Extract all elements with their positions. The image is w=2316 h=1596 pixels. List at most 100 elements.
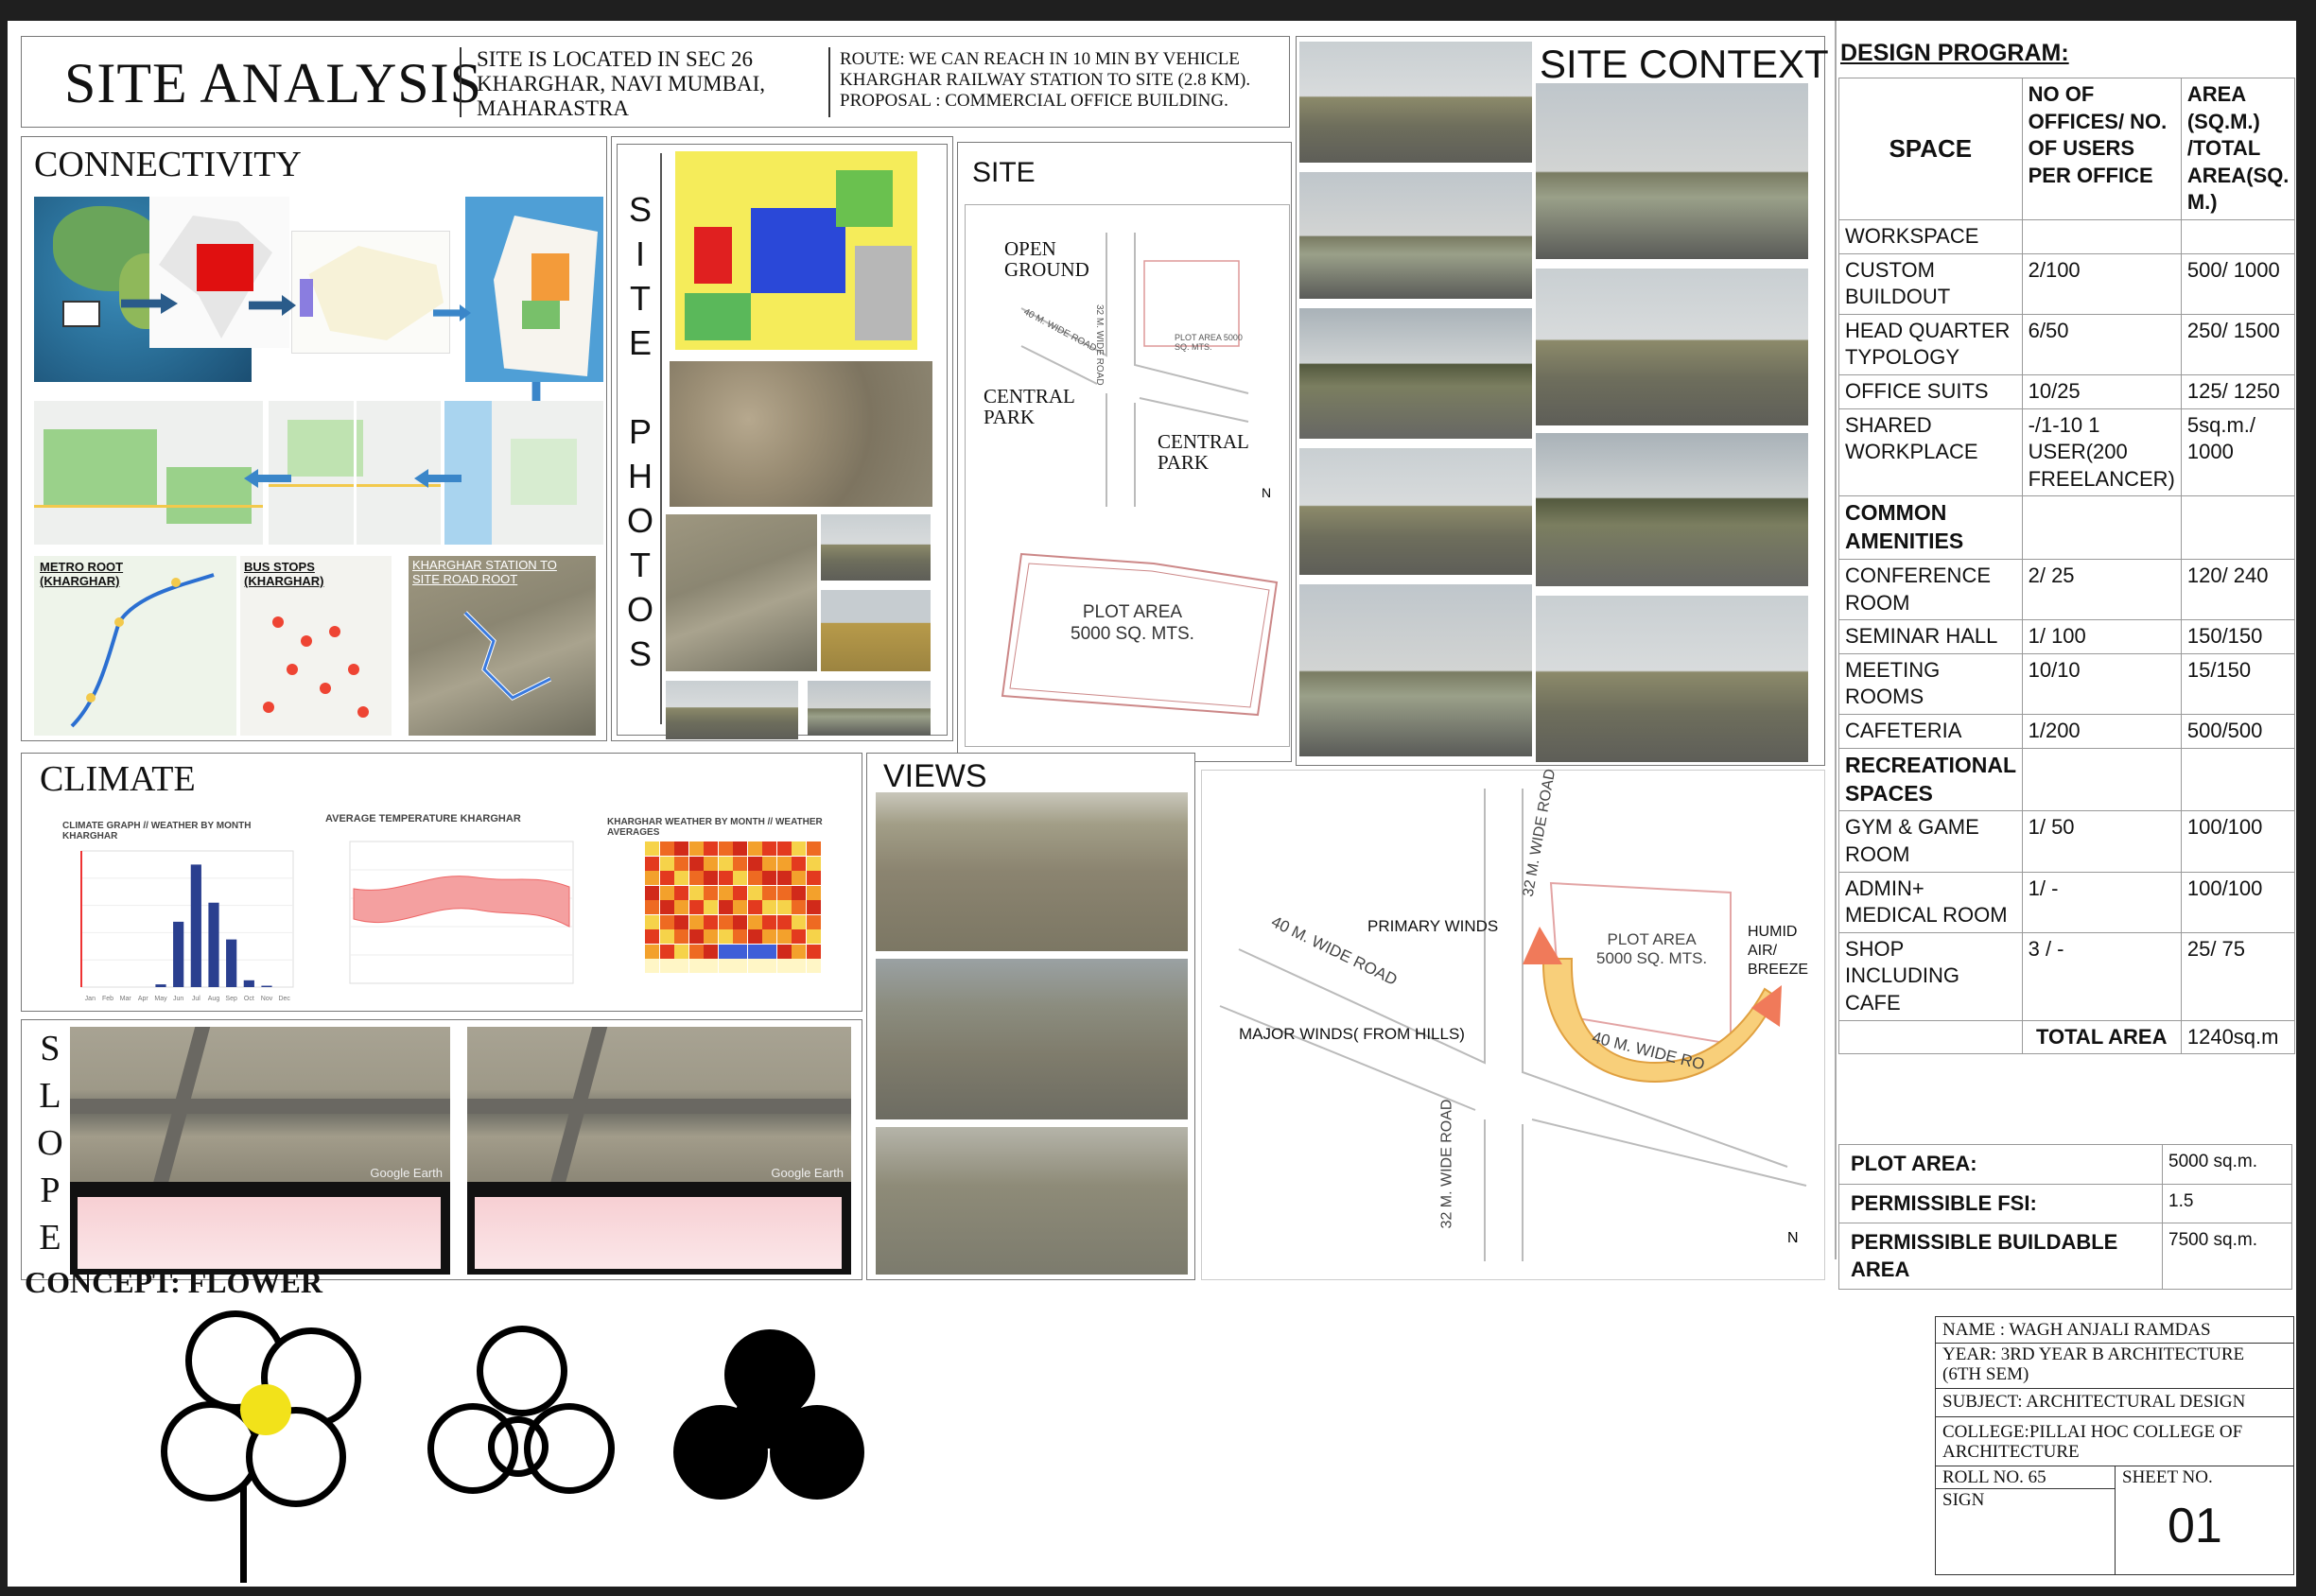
site-photo-small-4 xyxy=(808,681,931,736)
heatmap-cell xyxy=(776,885,792,900)
heatmap-cell xyxy=(659,841,674,856)
table-cell-users xyxy=(2021,218,2182,254)
heatmap-cell xyxy=(645,959,659,973)
table-cell-space: HEAD QUARTER TYPOLOGY xyxy=(1838,313,2023,375)
climate-heading: CLIMATE xyxy=(40,759,196,799)
table-cell-area: 500/500 xyxy=(2180,714,2296,749)
title-divider xyxy=(460,47,461,117)
heatmap-cell xyxy=(704,959,718,973)
table-row: COMMON AMENITIES xyxy=(1838,495,2296,561)
heatmap-cell xyxy=(645,914,659,929)
title-block-line xyxy=(1935,1416,2294,1417)
chart-tick-label: Oct xyxy=(244,996,254,1002)
table-cell-area: 120/ 240 xyxy=(2180,559,2296,621)
heatmap-cell xyxy=(688,856,704,871)
vertical-letter xyxy=(624,365,656,409)
student-year: YEAR: 3RD YEAR B ARCHITECTURE (6TH SEM) xyxy=(1942,1344,2245,1384)
chart-tick-label: Aug xyxy=(208,996,220,1002)
heatmap-cell xyxy=(674,900,688,914)
heatmap-cell xyxy=(747,914,762,929)
vertical-letter: S xyxy=(628,190,652,229)
heatmap-cell xyxy=(762,959,776,973)
site-plan-drawing xyxy=(965,204,1290,747)
heatmap-cell xyxy=(659,944,674,959)
heatmap-cell xyxy=(674,914,688,929)
heatmap-cell xyxy=(674,871,688,885)
heatmap-cell xyxy=(645,885,659,900)
context-photo-4 xyxy=(1299,448,1532,575)
humid-line-1: HUMID xyxy=(1748,924,1798,940)
navi-mumbai-map xyxy=(465,197,603,382)
heatmap-cell xyxy=(659,885,674,900)
table-row: RECREATIONAL SPACES xyxy=(1838,747,2296,812)
humid-air-label: HUMID AIR/ BREEZE xyxy=(1748,923,1808,980)
humid-line-3: BREEZE xyxy=(1748,962,1809,978)
subject: SUBJECT: ARCHITECTURAL DESIGN xyxy=(1942,1392,2246,1412)
heatmap-cell xyxy=(762,944,776,959)
heatmap-cell xyxy=(688,841,704,856)
chart-tick-label: Dec xyxy=(278,996,290,1002)
central-park-label-2: CENTRAL PARK xyxy=(1158,430,1249,474)
heatmap-cell xyxy=(733,900,747,914)
table-cell-users: 3 / - xyxy=(2021,931,2182,1021)
heatmap-cell xyxy=(718,871,733,885)
table-cell-space: SEMINAR HALL xyxy=(1838,619,2023,654)
heatmap-cell xyxy=(645,900,659,914)
table-cell-users xyxy=(2021,747,2182,812)
zoning-map-photo xyxy=(675,151,917,350)
heatmap-cell xyxy=(762,885,776,900)
view-photo-1 xyxy=(876,792,1188,951)
table-cell-space: CUSTOM BUILDOUT xyxy=(1838,252,2023,315)
site-photos-letters: S I T E P H O T O S xyxy=(624,187,656,676)
vertical-letter: P xyxy=(40,1171,61,1210)
route-line-3: PROPOSAL : COMMERCIAL OFFICE BUILDING. xyxy=(840,91,1228,111)
vertical-divider xyxy=(660,153,662,724)
chart-bar xyxy=(261,985,272,987)
table-cell-area: 100/100 xyxy=(2180,871,2296,933)
heatmap-cell xyxy=(688,944,704,959)
location-line-2: KHARGHAR, NAVI MUMBAI, xyxy=(477,72,765,95)
design-program-table: SPACE NO OF OFFICES/ NO. OF USERS PER OF… xyxy=(1838,78,2296,1055)
heatmap-cell xyxy=(688,929,704,944)
table-cell-area: 500/ 1000 xyxy=(2180,252,2296,315)
central-park-label-1: CENTRAL PARK xyxy=(984,385,1075,428)
heatmap-cell xyxy=(747,900,762,914)
heatmap-cell xyxy=(747,944,762,959)
heatmap-cell xyxy=(704,944,718,959)
table-cell-area xyxy=(2180,218,2296,254)
vertical-letter: O xyxy=(626,590,653,629)
heatmap-cell xyxy=(747,885,762,900)
site-plan-roads: N xyxy=(1001,233,1279,717)
heatmap-cell xyxy=(806,841,821,856)
heatmap-cell xyxy=(645,856,659,871)
header-area: AREA (SQ.M.) /TOTAL AREA(SQ. M.) xyxy=(2180,78,2296,220)
heatmap-cell xyxy=(733,929,747,944)
route-line-1: ROUTE: WE CAN REACH IN 10 MIN BY VEHICLE xyxy=(840,49,1240,69)
table-cell-space: RECREATIONAL SPACES xyxy=(1838,747,2023,812)
views-heading: VIEWS xyxy=(883,758,987,794)
table-cell-space xyxy=(1838,1019,2023,1055)
table-row: GYM & GAME ROOM 1/ 50 100/100 xyxy=(1838,810,2296,873)
heatmap-cell xyxy=(688,885,704,900)
heatmap-cell xyxy=(776,914,792,929)
table-row: ADMIN+ MEDICAL ROOM 1/ -100/100 xyxy=(1838,871,2296,933)
table-cell-space: CONFERENCE ROOM xyxy=(1838,559,2023,621)
table-cell-users: 1/200 xyxy=(2021,714,2182,749)
primary-winds-label: PRIMARY WINDS xyxy=(1367,917,1499,935)
heatmap-cell xyxy=(776,959,792,973)
heatmap-cell xyxy=(688,914,704,929)
heatmap-cell xyxy=(674,929,688,944)
heatmap-cell xyxy=(762,841,776,856)
heatmap-cell xyxy=(806,871,821,885)
summary-label: PLOT AREA: xyxy=(1838,1144,2163,1185)
chart-tick-label: Mar xyxy=(120,996,132,1002)
heatmap-cell xyxy=(792,885,806,900)
vertical-letter: E xyxy=(39,1218,61,1258)
plot-area-small-label: PLOT AREA 5000 SQ. MTS. xyxy=(1175,333,1243,352)
heatmap-cell xyxy=(674,841,688,856)
header-box xyxy=(21,36,1290,128)
heatmap-cell xyxy=(806,929,821,944)
heatmap-cell xyxy=(806,900,821,914)
wind-plot-line-2: 5000 SQ. MTS. xyxy=(1596,949,1708,967)
heatmap-cell xyxy=(762,900,776,914)
